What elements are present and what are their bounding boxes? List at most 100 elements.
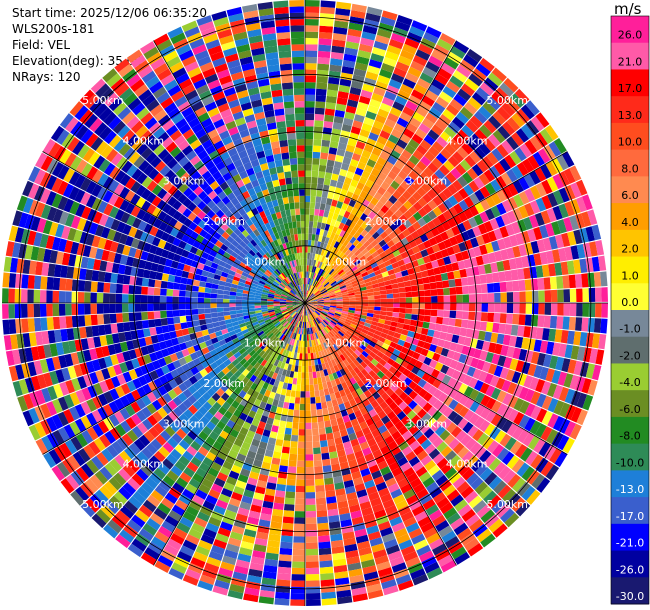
velocity-cell [327, 406, 335, 415]
velocity-cell [348, 354, 356, 362]
velocity-cell [305, 523, 317, 531]
velocity-cell [23, 393, 34, 410]
velocity-cell [386, 84, 400, 96]
velocity-cell [500, 172, 513, 186]
velocity-cell [460, 434, 472, 447]
velocity-cell [124, 331, 133, 342]
velocity-cell [136, 468, 149, 482]
velocity-cell [180, 322, 188, 330]
velocity-cell [363, 278, 371, 284]
velocity-cell [305, 548, 319, 556]
velocity-cell [401, 329, 409, 336]
velocity-cell [311, 359, 315, 366]
velocity-cell [407, 225, 416, 234]
velocity-cell [273, 299, 280, 302]
velocity-cell [470, 477, 484, 491]
velocity-cell [554, 262, 563, 276]
velocity-cell [194, 451, 206, 462]
velocity-cell [380, 181, 390, 191]
velocity-cell [62, 458, 76, 474]
velocity-cell [344, 47, 358, 56]
velocity-cell [339, 271, 346, 277]
velocity-cell [310, 306, 316, 311]
velocity-cell [33, 317, 42, 332]
velocity-cell [330, 352, 337, 360]
velocity-cell [551, 369, 562, 385]
velocity-cell [163, 544, 179, 557]
velocity-cell [397, 339, 406, 347]
velocity-cell [343, 53, 357, 63]
velocity-cell [183, 379, 193, 389]
velocity-cell [425, 262, 433, 270]
velocity-cell [385, 218, 394, 227]
velocity-cell [351, 471, 362, 480]
velocity-cell [409, 26, 425, 38]
velocity-cell [443, 340, 452, 350]
velocity-cell [305, 359, 309, 367]
velocity-cell [58, 238, 67, 252]
velocity-cell [535, 265, 544, 278]
velocity-cell [148, 168, 160, 180]
velocity-cell [65, 291, 72, 303]
velocity-cell [259, 267, 266, 274]
velocity-cell [323, 307, 330, 311]
velocity-cell [250, 268, 258, 275]
velocity-cell [181, 270, 190, 279]
velocity-cell [247, 356, 255, 364]
velocity-cell [317, 275, 323, 282]
velocity-cell [316, 260, 321, 268]
velocity-cell [394, 241, 404, 250]
velocity-cell [59, 316, 67, 329]
velocity-cell [250, 359, 258, 367]
velocity-cell [591, 333, 601, 349]
velocity-cell [359, 331, 367, 338]
velocity-cell [191, 309, 199, 315]
velocity-cell [163, 241, 173, 251]
velocity-cell [310, 304, 318, 308]
velocity-cell [329, 305, 337, 308]
velocity-cell [204, 259, 213, 267]
velocity-cell [146, 192, 157, 204]
velocity-cell [134, 303, 142, 312]
velocity-cell [206, 356, 216, 365]
velocity-cell [305, 151, 313, 158]
velocity-cell [63, 394, 75, 409]
velocity-cell [554, 451, 568, 468]
velocity-cell [335, 443, 345, 452]
velocity-cell [324, 223, 331, 231]
velocity-cell [464, 239, 473, 250]
velocity-cell [88, 246, 98, 259]
velocity-cell [292, 303, 299, 305]
velocity-cell [257, 371, 264, 380]
velocity-cell [70, 121, 84, 137]
velocity-cell [386, 303, 394, 308]
velocity-cell [119, 173, 131, 187]
velocity-cell [375, 34, 390, 45]
velocity-cell [448, 438, 460, 450]
velocity-cell [333, 475, 344, 484]
velocity-cell [531, 278, 539, 291]
velocity-cell [331, 463, 341, 472]
velocity-cell [388, 134, 400, 145]
velocity-cell [341, 202, 349, 211]
velocity-cell [399, 264, 407, 272]
velocity-cell [475, 235, 485, 246]
velocity-cell [349, 465, 360, 474]
velocity-cell [266, 443, 275, 452]
velocity-cell [197, 297, 205, 303]
velocity-cell [166, 251, 176, 261]
velocity-cell [204, 472, 217, 483]
velocity-cell [295, 492, 305, 499]
velocity-cell [297, 333, 301, 341]
velocity-cell [372, 265, 380, 272]
velocity-cell [185, 534, 200, 546]
velocity-cell [350, 126, 361, 135]
velocity-cell [238, 347, 247, 355]
velocity-cell [367, 362, 376, 370]
velocity-cell [368, 132, 379, 142]
velocity-cell [379, 195, 389, 205]
velocity-cell [174, 323, 182, 331]
velocity-cell [312, 346, 316, 353]
velocity-cell [490, 205, 501, 218]
velocity-cell [175, 269, 183, 277]
